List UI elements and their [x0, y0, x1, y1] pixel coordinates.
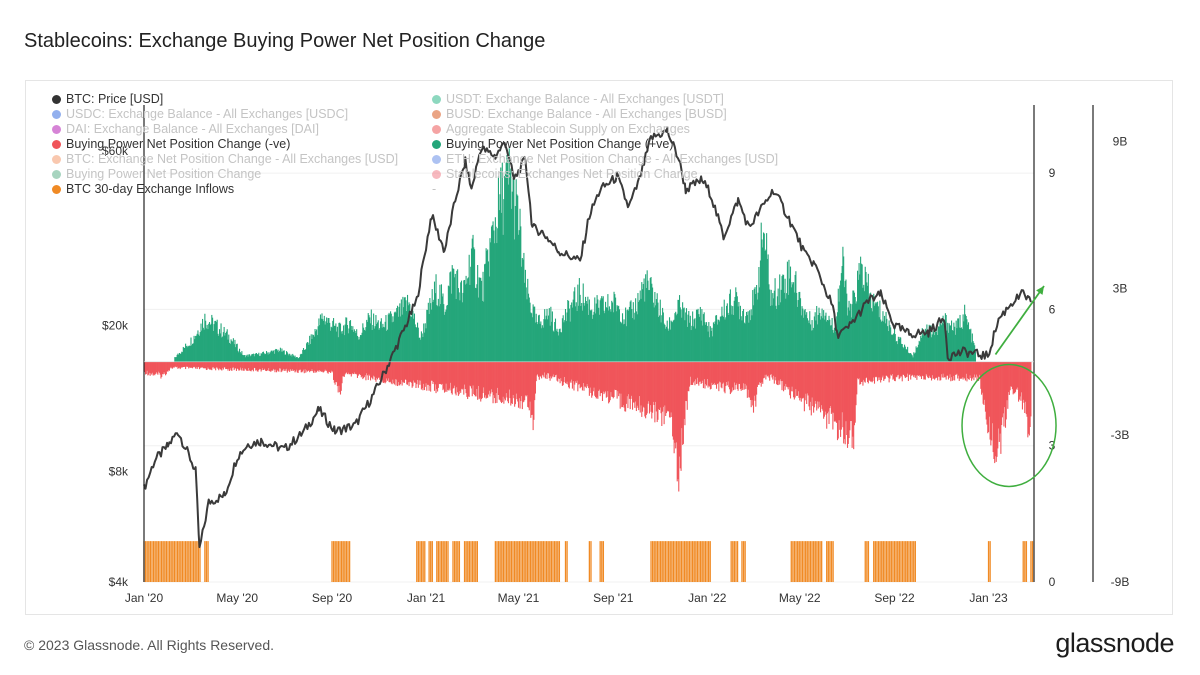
legend-item[interactable]: BTC: Exchange Net Position Change - All … — [52, 152, 398, 166]
legend-label: Aggregate Stablecoin Supply on Exchanges — [446, 122, 690, 136]
legend-label: ETH: Exchange Net Position Change - All … — [446, 152, 779, 166]
brand-logo: glassnode — [1055, 628, 1174, 658]
price-series — [143, 127, 1032, 549]
price-line — [143, 127, 1032, 549]
x-tick-label: Jan '22 — [688, 591, 727, 605]
x-tick-label: Sep '21 — [593, 591, 634, 605]
legend-dot-icon — [52, 169, 61, 179]
legend-label: BUSD: Exchange Balance - All Exchanges [… — [446, 107, 727, 121]
negative-series — [143, 361, 1032, 492]
price-tick-label: $60k — [102, 144, 129, 158]
count-tick-label: 9 — [1049, 166, 1056, 180]
trend-arrow-head — [1036, 286, 1044, 295]
legend-dot-icon — [52, 109, 61, 119]
legend-label: BTC: Price [USD] — [66, 92, 164, 106]
legend-dot-icon — [52, 184, 61, 194]
legend-label: DAI: Exchange Balance - All Exchanges [D… — [66, 122, 319, 136]
annotations — [961, 285, 1057, 488]
usd-tick-label: 9B — [1113, 135, 1128, 149]
x-tick-label: Sep '20 — [312, 591, 353, 605]
legend-label: Stablecoins: Exchanges Net Position Chan… — [446, 167, 698, 181]
usd-tick-label: 3B — [1113, 281, 1128, 295]
x-tick-label: Jan '23 — [969, 591, 1008, 605]
legend-item[interactable]: BUSD: Exchange Balance - All Exchanges [… — [432, 107, 727, 121]
legend-dot-icon — [432, 94, 441, 104]
legend-item[interactable]: - — [432, 182, 436, 196]
price-tick-label: $8k — [109, 465, 129, 479]
legend-dot-icon — [432, 169, 441, 179]
legend-label: Buying Power Net Position Change (-ve) — [66, 137, 291, 151]
legend-item[interactable]: USDT: Exchange Balance - All Exchanges [… — [432, 92, 724, 106]
legend-item[interactable]: Buying Power Net Position Change — [52, 167, 261, 181]
usd-tick-label: -3B — [1111, 428, 1130, 442]
legend-label: BTC: Exchange Net Position Change - All … — [66, 152, 399, 166]
copyright-footer: © 2023 Glassnode. All Rights Reserved. — [24, 637, 275, 653]
positive-series — [174, 148, 976, 362]
legend-dot-icon — [52, 124, 61, 134]
legend-dot-icon — [432, 109, 441, 119]
x-tick-label: Jan '21 — [407, 591, 446, 605]
legend-dot-icon — [52, 139, 61, 149]
chart-panel — [25, 80, 1173, 615]
count-tick-label: 0 — [1049, 575, 1056, 589]
legend-dot-icon — [432, 124, 441, 134]
price-tick-label: $4k — [109, 575, 129, 589]
legend-item[interactable]: Buying Power Net Position Change (+ve) — [432, 137, 674, 151]
highlight-ellipse — [961, 363, 1057, 488]
legend-label: BTC 30-day Exchange Inflows — [66, 182, 235, 196]
legend-item[interactable]: DAI: Exchange Balance - All Exchanges [D… — [52, 122, 319, 136]
x-tick-label: May '20 — [216, 591, 258, 605]
tick-labels: $4k $8k $20k $60k 0 3 6 9 -9B -3B 3B 9B Jan '20 May '… — [102, 135, 1129, 605]
legend-dot-icon — [52, 154, 61, 164]
legend-label: USDT: Exchange Balance - All Exchanges [… — [446, 92, 724, 106]
x-tick-label: May '21 — [498, 591, 540, 605]
legend-item[interactable]: Buying Power Net Position Change (-ve) — [52, 137, 290, 151]
legend-label: Buying Power Net Position Change (+ve) — [446, 137, 674, 151]
legend-dot-icon — [52, 94, 61, 104]
legend-item[interactable]: BTC: Price [USD] — [52, 92, 163, 106]
legend-dot-icon — [432, 154, 441, 164]
legend-label: - — [432, 182, 437, 196]
legend: BTC: Price [USD] USDT: Exchange Balance -… — [52, 92, 812, 202]
chart-title: Stablecoins: Exchange Buying Power Net P… — [24, 30, 546, 52]
x-tick-label: Sep '22 — [874, 591, 915, 605]
x-tick-label: May '22 — [779, 591, 821, 605]
x-tick-label: Jan '20 — [125, 591, 164, 605]
count-tick-label: 6 — [1049, 302, 1056, 316]
trend-arrow — [994, 285, 1045, 356]
count-tick-label: 3 — [1049, 439, 1056, 453]
legend-dot-icon — [432, 139, 441, 149]
inflows-series — [143, 541, 1034, 582]
legend-label: USDC: Exchange Balance - All Exchanges [… — [66, 107, 349, 121]
axes — [143, 105, 1094, 582]
usd-tick-label: -9B — [1111, 575, 1130, 589]
legend-item[interactable]: ETH: Exchange Net Position Change - All … — [432, 152, 778, 166]
legend-item[interactable]: USDC: Exchange Balance - All Exchanges [… — [52, 107, 348, 121]
legend-item[interactable]: BTC 30-day Exchange Inflows — [52, 182, 234, 196]
legend-label: Buying Power Net Position Change — [66, 167, 262, 181]
price-tick-label: $20k — [102, 319, 129, 333]
legend-item[interactable]: Stablecoins: Exchanges Net Position Chan… — [432, 167, 698, 181]
legend-item[interactable]: Aggregate Stablecoin Supply on Exchanges — [432, 122, 690, 136]
